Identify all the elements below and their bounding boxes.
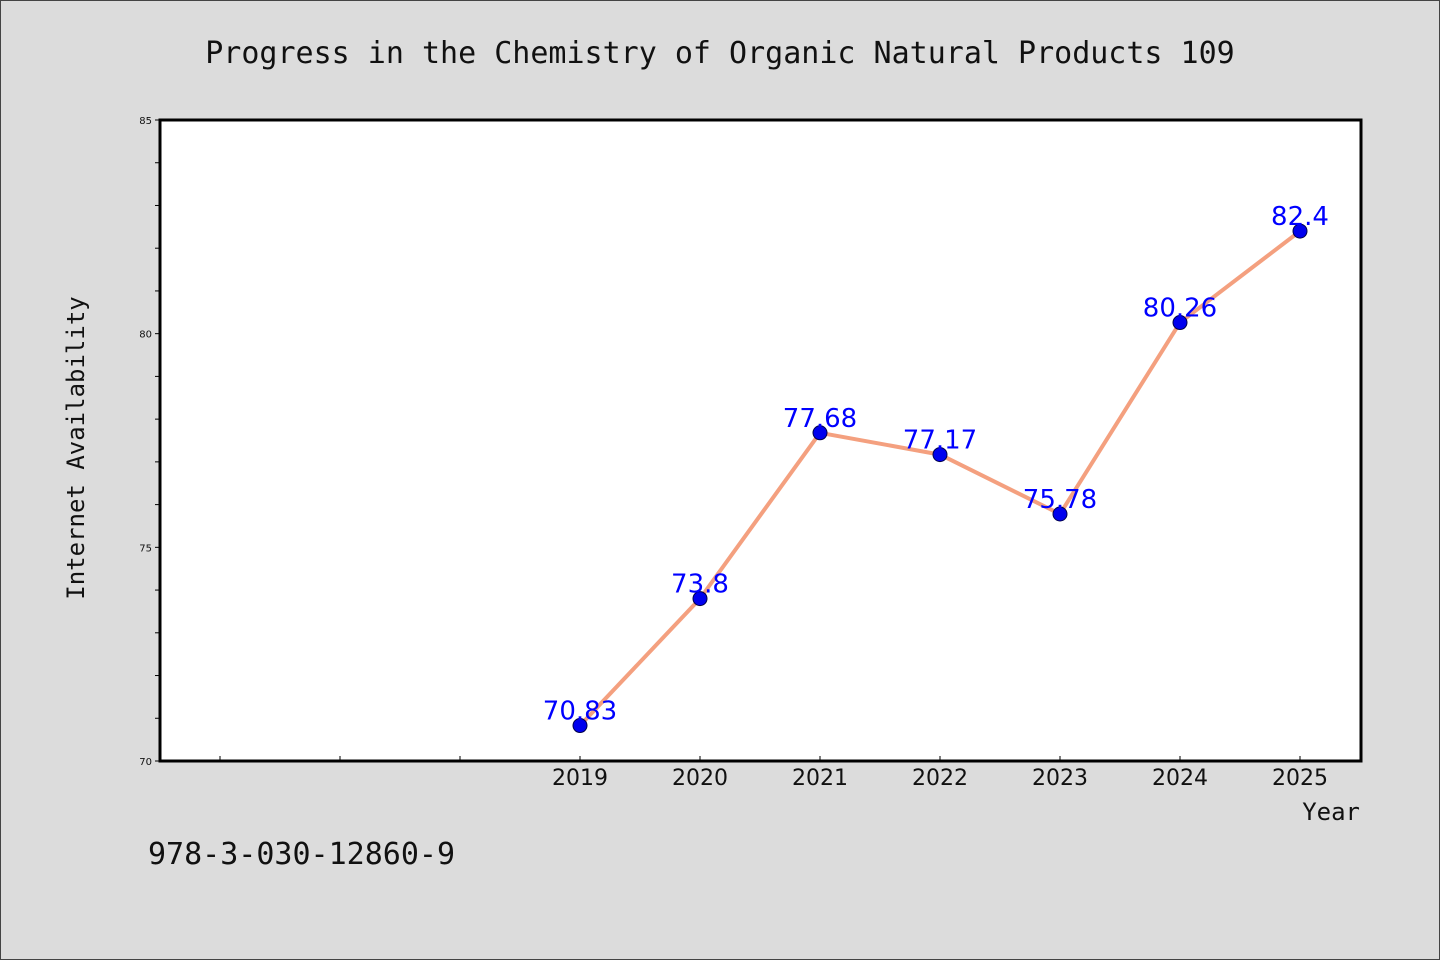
x-tick-label: 2024 <box>1152 766 1208 791</box>
chart-title: Progress in the Chemistry of Organic Nat… <box>205 36 1235 71</box>
data-point <box>692 591 708 607</box>
x-tick-label: 2019 <box>552 766 608 791</box>
x-axis-label: Year <box>1302 798 1360 826</box>
plot-area <box>158 118 1363 763</box>
data-point <box>572 718 588 734</box>
data-label: 73.8 <box>671 570 729 600</box>
data-labels: 70.83 73.8 77.68 77.17 75.78 80.26 82.4 <box>543 202 1329 726</box>
x-tick-label: 2020 <box>672 766 728 791</box>
x-tick-label: 2023 <box>1032 766 1088 791</box>
data-point <box>1172 315 1188 331</box>
data-point <box>1292 223 1308 239</box>
x-tick-label: 2022 <box>912 766 968 791</box>
y-tick-label: 70 <box>139 757 152 768</box>
data-label: 77.17 <box>903 426 977 456</box>
y-axis-label: Internet Availability <box>62 296 90 599</box>
y-tick-label: 85 <box>139 116 152 127</box>
y-tick-label: 75 <box>139 543 152 554</box>
data-label: 82.4 <box>1271 202 1329 232</box>
x-tick-label: 2025 <box>1272 766 1328 791</box>
data-label: 75.78 <box>1023 485 1097 515</box>
data-label: 70.83 <box>543 697 617 727</box>
data-point <box>932 447 948 463</box>
series-markers <box>572 223 1308 734</box>
data-label: 77.68 <box>783 404 857 434</box>
isbn-footnote: 978-3-030-12860-9 <box>148 837 455 872</box>
y-axis: 70 75 80 85 <box>139 116 160 768</box>
y-tick-label: 80 <box>139 330 152 341</box>
x-axis: 2019 2020 2021 2022 2023 2024 2025 <box>219 756 1328 791</box>
x-tick-label: 2021 <box>792 766 848 791</box>
data-label: 80.26 <box>1143 294 1217 324</box>
data-point <box>1052 506 1068 522</box>
data-point <box>812 425 828 441</box>
